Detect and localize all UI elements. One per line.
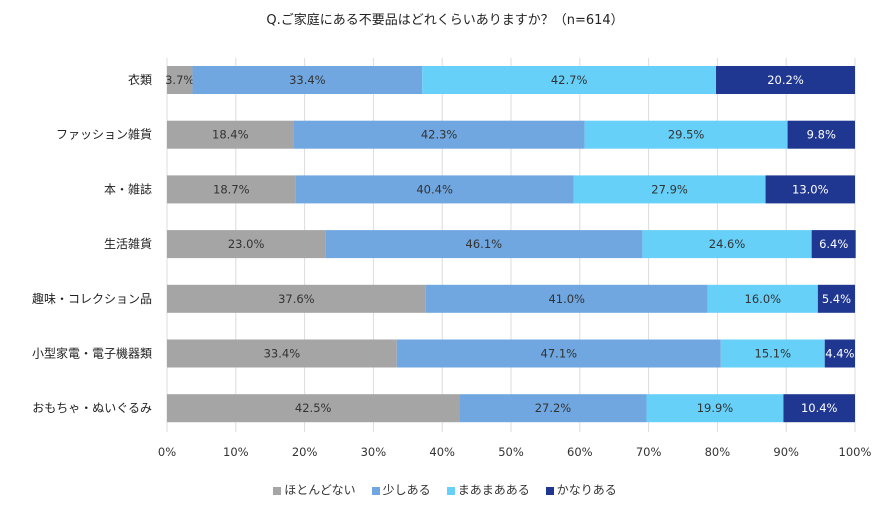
bar-segment (425, 284, 708, 313)
x-tick-label: 30% (361, 445, 387, 459)
bar-segment (167, 339, 397, 368)
data-label: 9.8% (807, 128, 836, 142)
x-tick-label: 90% (773, 445, 799, 459)
category-label: 趣味・コレクション品 (32, 291, 152, 306)
category-label: 本・雑誌 (104, 181, 152, 196)
chart-title: Q.ご家庭にある不要品はどれくらいありますか？（n=614） (266, 13, 624, 28)
category-label: 小型家電・電子機器類 (32, 346, 152, 361)
data-label: 27.2% (535, 401, 572, 415)
legend-item: ほとんどない (273, 481, 356, 498)
bar-segment (573, 175, 766, 204)
bar-segment (787, 120, 855, 149)
x-tick-label: 100% (839, 445, 872, 459)
x-tick-label: 20% (292, 445, 318, 459)
category-label: ファッション雑貨 (56, 127, 152, 142)
bar-segment (325, 230, 643, 259)
bar-segment (783, 394, 855, 423)
category-label: 衣類 (128, 72, 152, 87)
bar-segment (584, 120, 788, 149)
data-label: 42.5% (295, 401, 332, 415)
data-label: 6.4% (819, 237, 848, 251)
bar-segment (716, 66, 855, 94)
legend: ほとんどない 少しある まあまあある かなりある (0, 481, 890, 498)
bar-segment (167, 120, 294, 149)
data-label: 33.4% (289, 73, 326, 87)
data-label: 13.0% (792, 182, 829, 196)
bar-segment (824, 339, 855, 368)
bar-segment (811, 230, 856, 259)
bar-segment (167, 394, 460, 423)
legend-item: 少しある (371, 481, 431, 498)
data-label: 20.2% (767, 73, 804, 87)
legend-item: まあまあある (446, 481, 530, 498)
category-label: おもちゃ・ぬいぐるみ (32, 401, 152, 415)
legend-label: まあまあある (457, 483, 530, 497)
x-tick-label: 80% (705, 445, 731, 459)
data-label: 40.4% (416, 182, 453, 196)
data-label: 27.9% (651, 182, 688, 196)
legend-label: ほとんどない (284, 483, 356, 497)
bar-segment (707, 284, 818, 313)
bar-segment (422, 66, 717, 94)
data-label: 4.4% (825, 347, 854, 361)
x-tick-label: 40% (429, 445, 455, 459)
x-tick-label: 0% (158, 445, 176, 459)
x-tick-label: 70% (636, 445, 662, 459)
bar-segment (167, 175, 296, 204)
bar-segment (192, 66, 423, 94)
data-label: 5.4% (822, 292, 851, 306)
data-label: 47.1% (541, 347, 578, 361)
data-label: 15.1% (755, 347, 792, 361)
bar-segment (167, 230, 326, 259)
data-label: 3.7% (165, 73, 194, 87)
bar-segment (720, 339, 825, 368)
data-label: 18.4% (212, 128, 249, 142)
data-label: 24.6% (709, 237, 746, 251)
bar-segment (396, 339, 721, 368)
data-label: 10.4% (801, 401, 838, 415)
data-label: 41.0% (548, 292, 585, 306)
legend-swatch (371, 486, 380, 495)
data-label: 33.4% (264, 347, 301, 361)
legend-label: かなりある (556, 483, 617, 497)
bar-segment (642, 230, 812, 259)
data-label: 19.9% (697, 401, 734, 415)
data-label: 37.6% (278, 292, 315, 306)
data-label: 46.1% (466, 237, 503, 251)
data-label: 42.7% (551, 73, 588, 87)
legend-swatch (545, 486, 554, 495)
legend-item: かなりある (545, 481, 617, 498)
legend-swatch (446, 486, 455, 495)
data-label: 16.0% (745, 292, 782, 306)
legend-label: 少しある (382, 483, 431, 497)
x-tick-label: 50% (498, 445, 524, 459)
data-label: 29.5% (668, 128, 705, 142)
legend-swatch (273, 486, 282, 495)
bar-segment (293, 120, 585, 149)
bar-segment (459, 394, 647, 423)
data-label: 42.3% (421, 128, 458, 142)
bar-segment (646, 394, 784, 423)
data-label: 23.0% (228, 237, 265, 251)
category-label: 生活雑貨 (104, 236, 152, 251)
x-tick-label: 60% (567, 445, 593, 459)
bar-segment (817, 284, 855, 313)
bar-segment (167, 284, 426, 313)
data-label: 18.7% (213, 182, 250, 196)
bar-segment (765, 175, 855, 204)
bar-segment (167, 66, 193, 94)
bar-segment (295, 175, 574, 204)
x-tick-label: 10% (223, 445, 249, 459)
